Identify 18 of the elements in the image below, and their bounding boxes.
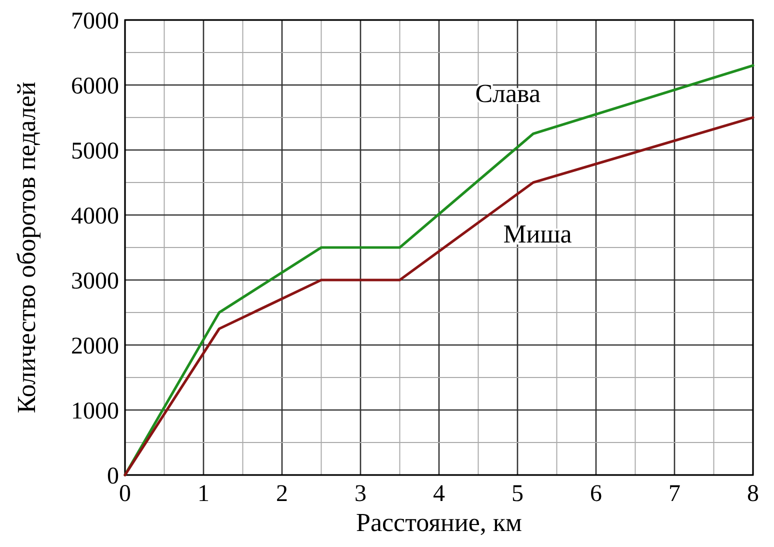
y-tick-label: 5000 bbox=[71, 138, 119, 164]
x-tick-label: 7 bbox=[668, 481, 680, 507]
x-tick-label: 2 bbox=[276, 481, 288, 507]
x-tick-label: 3 bbox=[354, 481, 366, 507]
x-tick-label: 5 bbox=[512, 481, 524, 507]
x-axis-title: Расстояние, км bbox=[356, 508, 522, 537]
x-tick-label: 8 bbox=[747, 481, 759, 507]
x-tick-label: 4 bbox=[433, 481, 445, 507]
x-tick-label: 1 bbox=[198, 481, 210, 507]
x-tick-label: 6 bbox=[590, 481, 602, 507]
y-tick-label: 3000 bbox=[71, 268, 119, 294]
y-tick-label: 0 bbox=[107, 463, 119, 490]
y-axis-title: Количество оборотов педалей bbox=[12, 82, 41, 414]
y-tick-label: 1000 bbox=[71, 398, 119, 424]
y-tick-label: 6000 bbox=[71, 73, 119, 100]
y-tick-label: 4000 bbox=[71, 203, 119, 230]
y-tick-label: 2000 bbox=[71, 333, 119, 360]
y-tick-label: 7000 bbox=[71, 8, 119, 34]
